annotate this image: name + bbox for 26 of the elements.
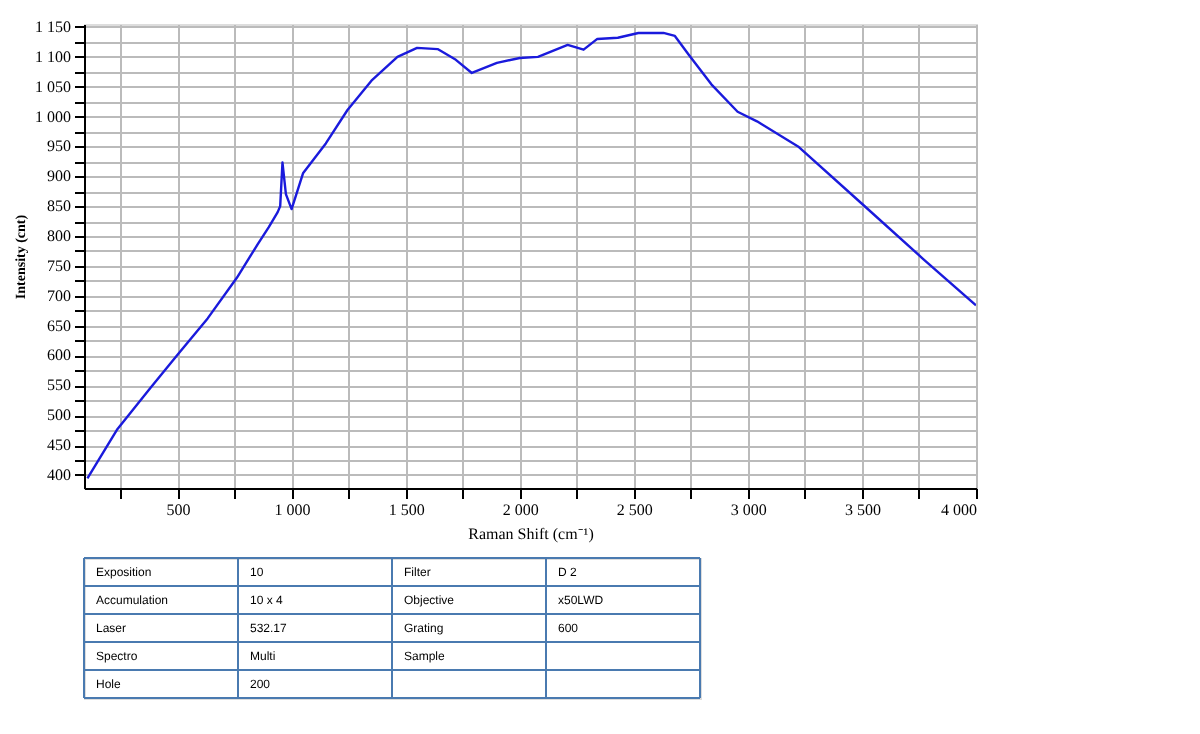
y-tick-label: 1 150 — [35, 17, 71, 36]
y-tick-label: 550 — [47, 376, 71, 395]
x-tick-label: 2 500 — [616, 501, 653, 519]
y-tick-label: 600 — [47, 346, 71, 365]
x-tick-label: 3 500 — [844, 501, 881, 519]
y-tick-label: 1 000 — [35, 107, 71, 126]
x-tick-label: 2 000 — [502, 501, 539, 519]
y-tick-label: 850 — [47, 197, 71, 216]
y-tick-label: 700 — [47, 286, 71, 305]
y-tick-label: 950 — [47, 137, 71, 156]
y-tick-label: 1 050 — [35, 77, 71, 96]
x-tick-label: 1 000 — [274, 501, 311, 519]
y-tick-label: 1 100 — [35, 47, 71, 66]
y-tick-label: 650 — [47, 316, 71, 335]
y-tick-label: 800 — [47, 226, 71, 245]
x-tick-label: 500 — [166, 501, 191, 519]
y-tick-label: 500 — [47, 406, 71, 425]
line-series — [86, 31, 976, 480]
x-tick-label: 3 000 — [730, 501, 767, 519]
x-tick-label: 1 500 — [388, 501, 425, 519]
x-tick-label: 4 000 — [941, 501, 977, 519]
y-tick-label: 900 — [47, 167, 71, 186]
y-tick-label: 400 — [47, 465, 71, 484]
y-tick-label: 750 — [47, 256, 71, 275]
x-axis-title: Raman Shift (cm⁻¹) — [468, 525, 595, 543]
y-tick-label: 450 — [47, 436, 71, 454]
